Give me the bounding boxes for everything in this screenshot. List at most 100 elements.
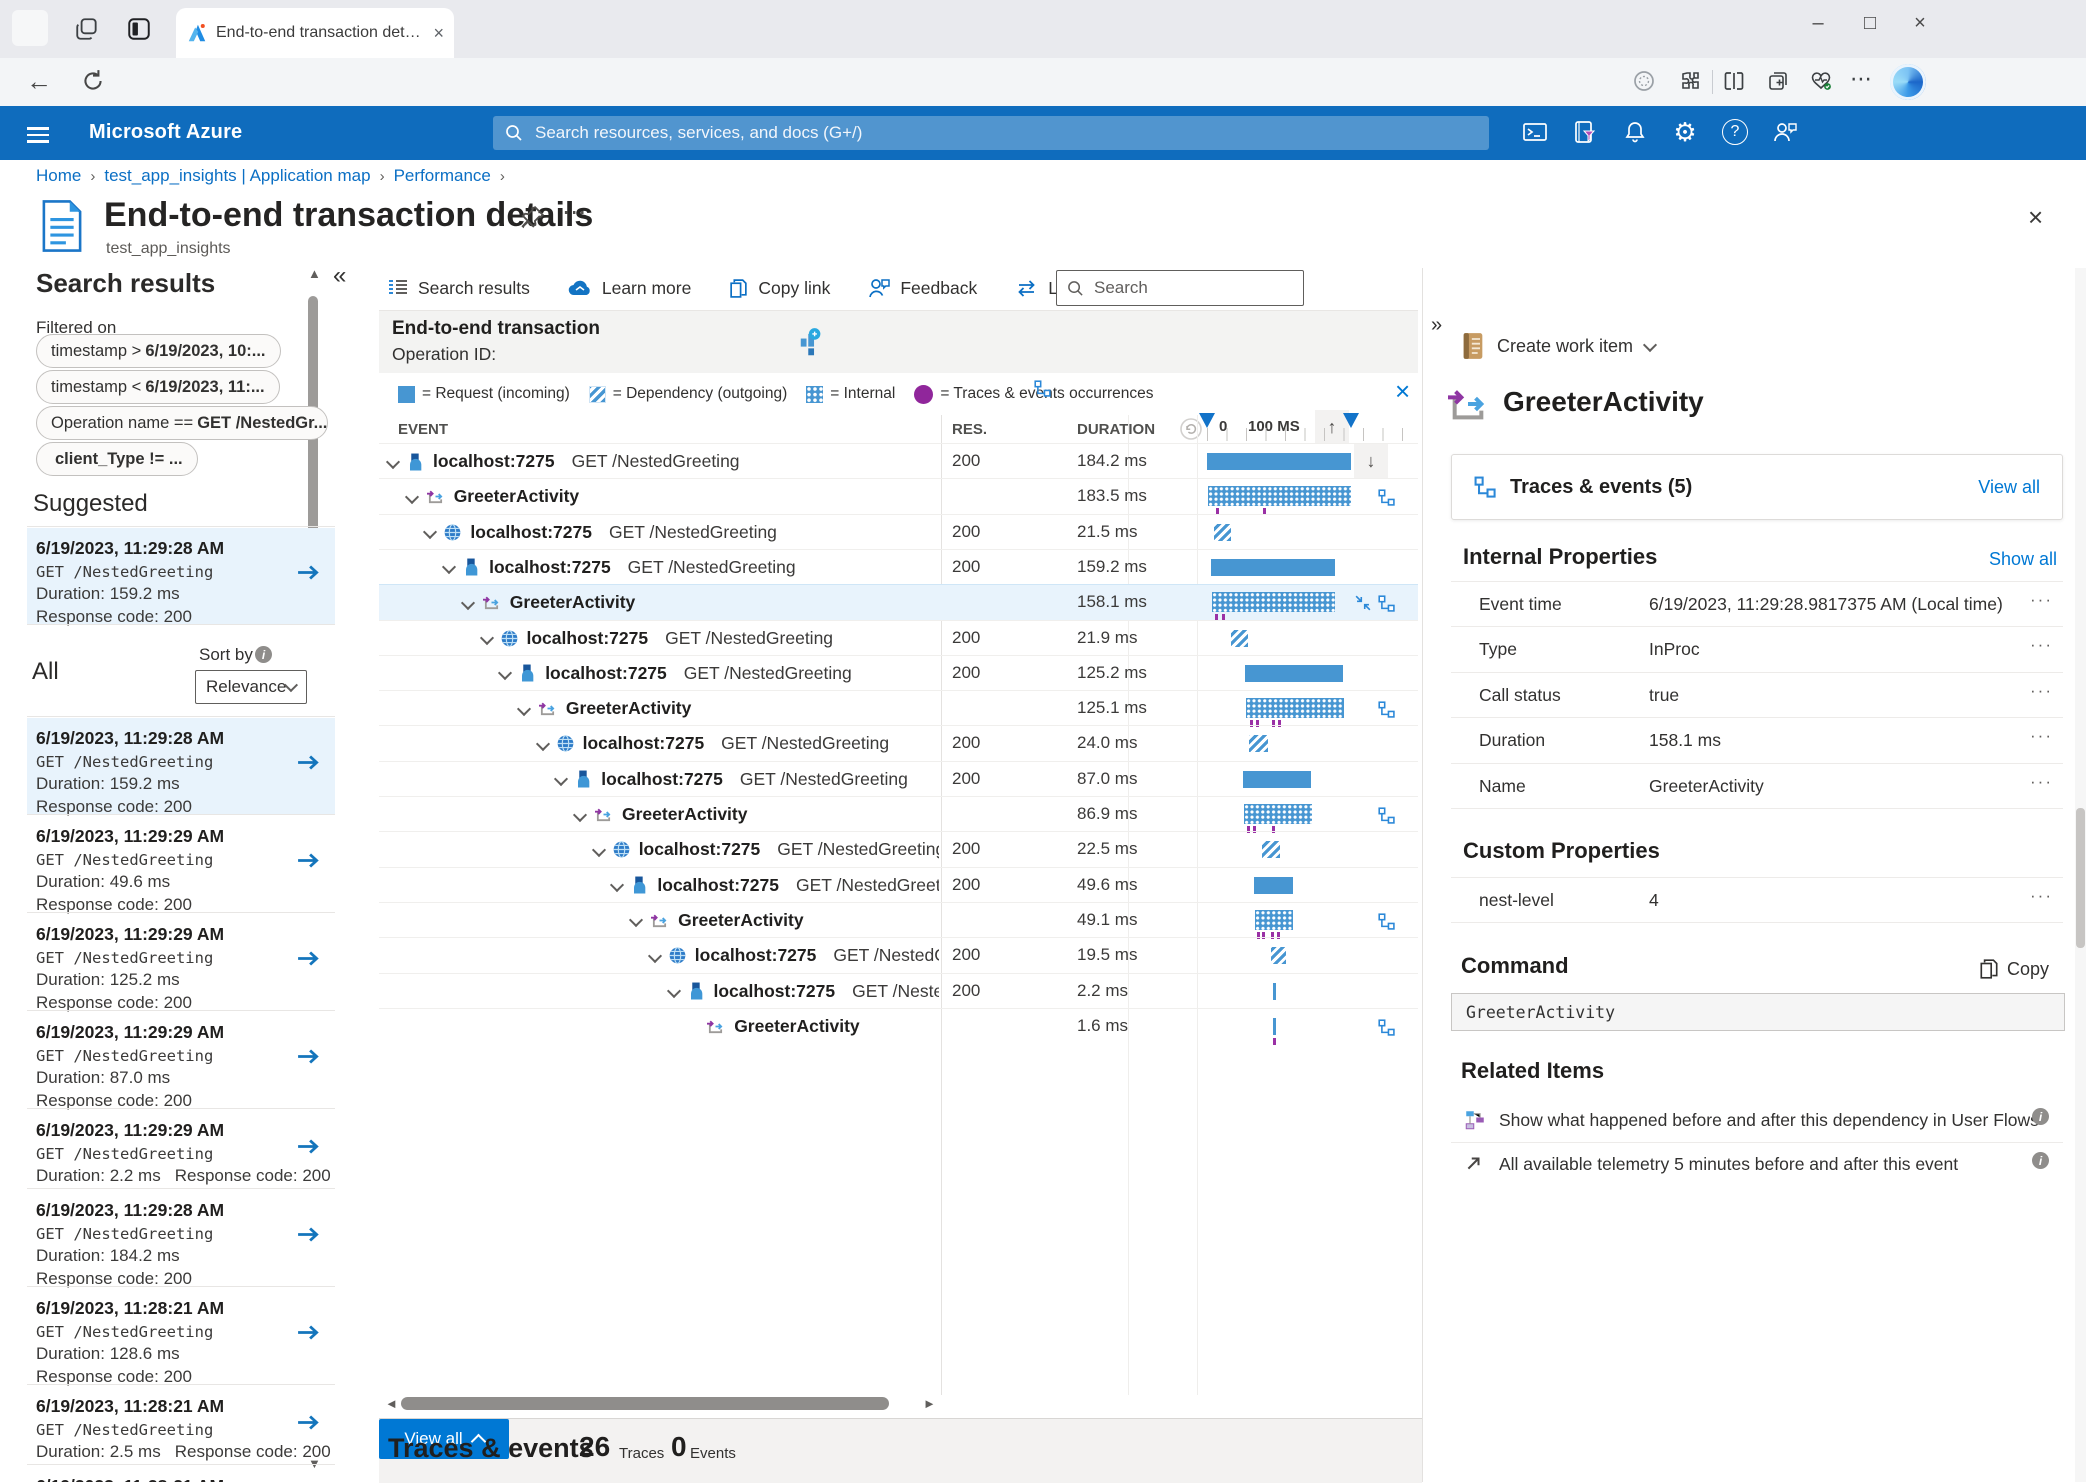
create-work-item-button[interactable]: Create work item bbox=[1461, 332, 1658, 360]
trace-icon[interactable] bbox=[1378, 701, 1395, 718]
breadcrumb-link[interactable]: Performance bbox=[393, 166, 491, 185]
open-result-arrow-icon[interactable] bbox=[297, 852, 321, 869]
collapse-row-icon[interactable] bbox=[1355, 595, 1371, 611]
breadcrumb-link[interactable]: test_app_insights | Application map bbox=[104, 166, 371, 185]
help-icon[interactable]: ? bbox=[1718, 115, 1752, 149]
row-expand-chevron-icon[interactable] bbox=[442, 560, 457, 575]
copilot-icon[interactable] bbox=[1890, 64, 1926, 100]
related-item[interactable]: Show what happened before and after this… bbox=[1451, 1100, 2063, 1144]
property-row[interactable]: Name GreeterActivity ··· bbox=[1451, 762, 2063, 809]
cloud-shell-icon[interactable] bbox=[1518, 115, 1552, 149]
workspaces-icon[interactable] bbox=[74, 16, 100, 42]
trace-icon[interactable] bbox=[1378, 807, 1395, 824]
row-expand-chevron-icon[interactable] bbox=[404, 489, 419, 504]
row-expand-chevron-icon[interactable] bbox=[535, 736, 550, 751]
hscrollbar-thumb[interactable] bbox=[401, 1397, 889, 1410]
property-more-icon[interactable]: ··· bbox=[2030, 726, 2053, 746]
row-expand-chevron-icon[interactable] bbox=[479, 630, 494, 646]
toolbar-feedback[interactable]: Feedback bbox=[868, 278, 977, 299]
hscroll-left-icon[interactable]: ◄ bbox=[385, 1396, 398, 1411]
result-list-item[interactable]: 6/19/2023, 11:29:29 AM GET /NestedGreetin… bbox=[27, 914, 335, 1012]
events-search-input[interactable] bbox=[1092, 277, 1293, 299]
column-duration[interactable]: DURATION bbox=[1077, 421, 1156, 438]
filter-chip[interactable]: timestamp < 6/19/2023, 11:... bbox=[36, 370, 280, 404]
notifications-bell-icon[interactable] bbox=[1618, 115, 1652, 149]
open-result-arrow-icon[interactable] bbox=[297, 1324, 321, 1341]
toolbar-search-results[interactable]: Search results bbox=[388, 278, 530, 299]
sort-info-icon[interactable]: i bbox=[255, 646, 272, 663]
command-value-box[interactable]: GreeterActivity bbox=[1451, 993, 2065, 1031]
info-icon[interactable]: i bbox=[2032, 1108, 2049, 1125]
trace-icon[interactable] bbox=[1378, 1019, 1395, 1036]
row-expand-chevron-icon[interactable] bbox=[554, 772, 569, 787]
row-expand-chevron-icon[interactable] bbox=[516, 701, 531, 716]
transaction-row[interactable]: localhost:7275 GET /NestedGreeting 200 22.5… bbox=[379, 831, 1418, 867]
toolbar-learn-more[interactable]: Learn more bbox=[568, 278, 691, 299]
next-match-icon[interactable]: ↓ bbox=[1354, 444, 1388, 478]
transaction-row[interactable]: GreeterActivity 86.9 ms bbox=[379, 796, 1418, 833]
page-close-icon[interactable]: × bbox=[2028, 202, 2044, 232]
transaction-row[interactable]: localhost:7275 GET /NestedGreeting 200 125.… bbox=[379, 654, 1418, 691]
vertical-tabs-icon[interactable] bbox=[126, 16, 152, 42]
view-all-button[interactable]: View all bbox=[379, 1419, 509, 1459]
scroll-down-icon[interactable]: ▼ bbox=[308, 1456, 321, 1471]
filter-chip[interactable]: client_Type != ... bbox=[36, 442, 198, 476]
column-event[interactable]: EVENT bbox=[398, 421, 449, 438]
row-expand-chevron-icon[interactable] bbox=[385, 454, 401, 469]
row-expand-chevron-icon[interactable] bbox=[460, 595, 475, 610]
property-more-icon[interactable]: ··· bbox=[2030, 590, 2053, 609]
reset-zoom-icon[interactable] bbox=[1179, 417, 1203, 441]
open-result-arrow-icon[interactable] bbox=[297, 1414, 321, 1431]
result-list-item[interactable]: 6/19/2023, 11:28:21 AM GET /NestedGreetin… bbox=[27, 1386, 335, 1464]
hscroll-right-icon[interactable]: ► bbox=[923, 1396, 936, 1411]
transaction-row[interactable]: localhost:7275 GET /NestedGreeting 200 87.0… bbox=[379, 760, 1418, 797]
transaction-row[interactable]: localhost:7275 GET /NestedGreeting 200 21.5… bbox=[379, 513, 1418, 550]
filter-chip[interactable]: timestamp > 6/19/2023, 10:... bbox=[36, 334, 281, 368]
traces-events-card[interactable]: Traces & events (5) View all bbox=[1451, 454, 2063, 520]
operation-chart-icon[interactable] bbox=[797, 327, 823, 357]
settings-menu-icon[interactable]: ⋯ bbox=[1850, 66, 1873, 91]
tracking-prevention-icon[interactable] bbox=[1632, 69, 1656, 93]
timeline-end-marker[interactable] bbox=[1343, 413, 1359, 428]
row-expand-chevron-icon[interactable] bbox=[498, 666, 513, 681]
open-result-arrow-icon[interactable] bbox=[297, 1138, 321, 1155]
tab-close-icon[interactable]: × bbox=[433, 22, 444, 43]
back-icon[interactable]: ← bbox=[26, 66, 52, 96]
subscription-filter-icon[interactable] bbox=[1568, 115, 1602, 149]
transaction-row[interactable]: localhost:7275 GET /NestedGreeting 200 2.2 … bbox=[379, 972, 1418, 1009]
tab-search-button[interactable] bbox=[12, 10, 48, 46]
azure-brand[interactable]: Microsoft Azure bbox=[89, 121, 243, 143]
property-row[interactable]: Event time 6/19/2023, 11:29:28.9817375 AM… bbox=[1451, 581, 2063, 627]
show-all-link[interactable]: Show all bbox=[1989, 549, 2058, 569]
timeline-start-marker[interactable] bbox=[1199, 413, 1215, 428]
split-screen-icon[interactable] bbox=[1722, 69, 1746, 93]
row-expand-chevron-icon[interactable] bbox=[647, 948, 662, 963]
transaction-row[interactable]: GreeterActivity 158.1 ms bbox=[379, 584, 1418, 622]
result-list-item[interactable]: 6/19/2023, 11:28:21 AM bbox=[27, 1466, 335, 1482]
more-actions-icon[interactable]: ⋯ bbox=[562, 199, 587, 226]
property-row[interactable]: Type InProc ··· bbox=[1451, 626, 2063, 672]
transaction-row[interactable]: GreeterActivity 1.6 ms bbox=[379, 1007, 1418, 1045]
property-row[interactable]: Call status true ··· bbox=[1451, 671, 2063, 718]
trace-legend-icon[interactable] bbox=[1034, 380, 1051, 397]
sort-dropdown[interactable]: Relevance bbox=[195, 670, 307, 704]
transaction-row[interactable]: localhost:7275 GET /NestedGreeting 200 184.… bbox=[379, 443, 1418, 479]
azure-search-input[interactable] bbox=[533, 122, 1477, 144]
transaction-row[interactable]: GreeterActivity 183.5 ms bbox=[379, 478, 1418, 516]
open-result-arrow-icon[interactable] bbox=[297, 754, 321, 771]
info-icon[interactable]: i bbox=[2032, 1152, 2049, 1169]
result-list-item[interactable]: 6/19/2023, 11:28:21 AM GET /NestedGreetin… bbox=[27, 1288, 335, 1386]
toolbar-copy-link[interactable]: Copy link bbox=[729, 278, 830, 299]
row-expand-chevron-icon[interactable] bbox=[572, 807, 588, 822]
scroll-up-icon[interactable]: ▲ bbox=[308, 266, 321, 281]
settings-gear-icon[interactable]: ⚙ bbox=[1673, 116, 1697, 147]
trace-icon[interactable] bbox=[1378, 913, 1395, 930]
transaction-row[interactable]: localhost:7275 GET /NestedGreeting 200 159.… bbox=[379, 548, 1418, 585]
transaction-row[interactable]: localhost:7275 GET /NestedGreeting 200 24.0… bbox=[379, 725, 1418, 761]
breadcrumb-link[interactable]: Home bbox=[36, 166, 82, 185]
transaction-row[interactable]: GreeterActivity 125.1 ms bbox=[379, 690, 1418, 728]
result-list-item[interactable]: 6/19/2023, 11:29:29 AM GET /NestedGreetin… bbox=[27, 816, 335, 914]
window-maximize-icon[interactable]: □ bbox=[1863, 12, 1877, 34]
azure-search-box[interactable] bbox=[493, 116, 1489, 150]
property-more-icon[interactable]: ··· bbox=[2030, 680, 2053, 700]
